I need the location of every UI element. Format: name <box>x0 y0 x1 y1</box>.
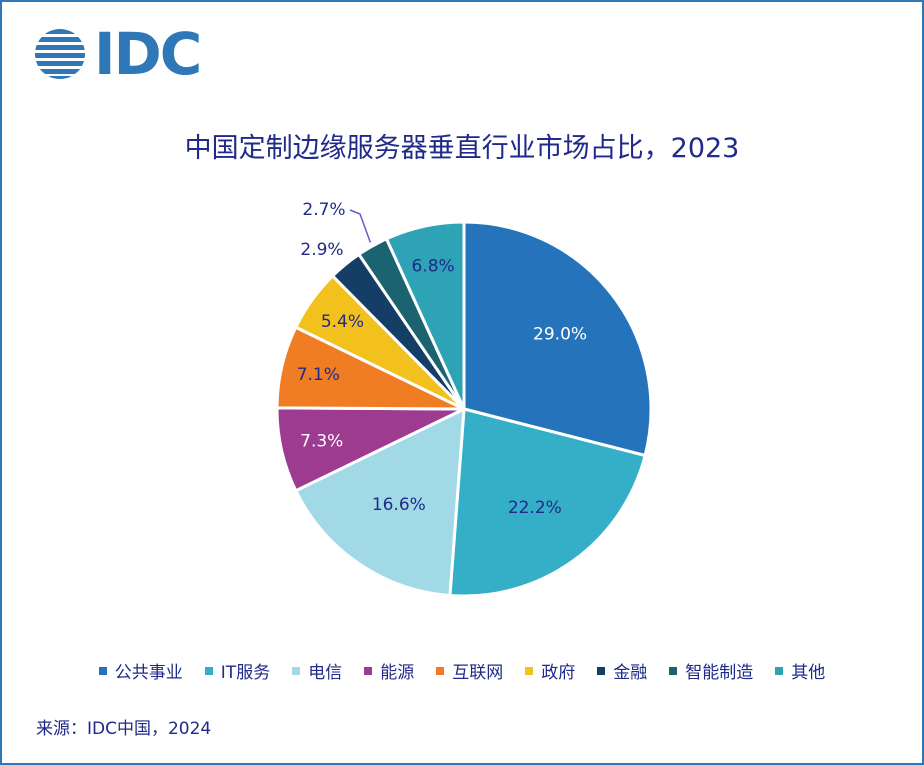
legend-item-3: 电信 <box>292 658 342 683</box>
legend-item-9: 其他 <box>775 658 825 683</box>
legend-label: IT服务 <box>220 663 271 683</box>
data-label-5: 7.1% <box>297 365 340 385</box>
legend-item-7: 金融 <box>597 658 647 683</box>
pie-slice-1 <box>462 220 653 458</box>
legend-label: 电信 <box>308 663 343 683</box>
data-label-4: 7.3% <box>300 431 343 451</box>
legend-swatch <box>597 666 606 675</box>
logo-text: IDC <box>94 20 202 88</box>
data-label-3: 16.6% <box>372 495 426 515</box>
chart-title: 中国定制边缘服务器垂直行业市场占比，2023 <box>184 133 740 164</box>
globe-icon <box>35 29 85 79</box>
pie-chart: 29.0% 22.2% 16.6% 7.3% 7.1% 5.4% 2.9% 2.7% 6.8% <box>275 200 653 598</box>
data-label-8: 2.7% <box>302 200 345 220</box>
leader-line <box>349 209 372 243</box>
legend-item-8: 智能制造 <box>669 658 753 683</box>
legend-swatch <box>364 666 373 675</box>
legend-swatch <box>525 666 534 675</box>
legend-item-1: 公共事业 <box>98 658 183 683</box>
legend-item-4: 能源 <box>364 658 414 683</box>
data-label-9: 6.8% <box>411 256 454 276</box>
legend-item-5: 互联网 <box>436 658 503 683</box>
idc-logo: IDC <box>34 20 202 88</box>
legend-label: 能源 <box>380 663 415 683</box>
data-label-7: 2.9% <box>300 240 343 260</box>
legend-swatch <box>775 666 784 675</box>
legend-label: 公共事业 <box>114 663 183 683</box>
legend-label: 政府 <box>541 663 576 683</box>
legend-swatch <box>204 666 213 675</box>
source-note: 来源：IDC中国，2024 <box>36 719 212 739</box>
legend-swatch <box>436 666 445 675</box>
data-label-6: 5.4% <box>321 312 364 332</box>
pie-slice-3 <box>293 406 466 598</box>
legend-label: 其他 <box>791 663 826 683</box>
data-label-1: 29.0% <box>533 325 587 345</box>
data-label-2: 22.2% <box>508 498 562 518</box>
legend-item-2: IT服务 <box>204 658 271 683</box>
pie-slice-9 <box>384 220 466 410</box>
pie-slice-2 <box>448 407 647 598</box>
legend-label: 智能制造 <box>685 663 754 683</box>
legend-swatch <box>292 666 301 675</box>
legend-label: 金融 <box>613 663 648 683</box>
legend-item-6: 政府 <box>525 658 575 683</box>
legend-swatch <box>669 666 678 675</box>
legend-swatch <box>98 666 107 675</box>
chart-legend: 公共事业 IT服务 电信 能源 互联网 政府 金融 智能制造 其他 <box>2 658 922 683</box>
legend-label: 互联网 <box>452 663 504 683</box>
